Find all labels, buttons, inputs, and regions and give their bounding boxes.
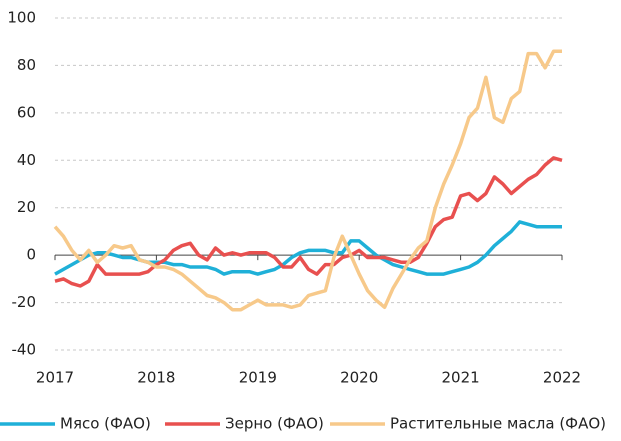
y-tick-label: 0 [26, 246, 36, 264]
y-tick-label: 100 [7, 9, 36, 27]
legend-label: Зерно (ФАО) [225, 415, 324, 433]
y-tick-label: -20 [12, 293, 37, 311]
series-line [54, 156, 563, 288]
x-tick-label: 2019 [239, 369, 277, 387]
legend-label: Растительные масла (ФАО) [390, 415, 606, 433]
y-tick-label: 60 [17, 103, 36, 121]
x-tick-label: 2022 [543, 369, 581, 387]
y-tick-label: -40 [12, 341, 37, 359]
x-tick-label: 2020 [340, 369, 378, 387]
x-tick-label: 2021 [442, 369, 480, 387]
y-tick-label: 20 [17, 198, 36, 216]
y-tick-label: 40 [17, 151, 36, 169]
legend-label: Мясо (ФАО) [60, 415, 151, 433]
x-tick-label: 2018 [137, 369, 175, 387]
series-line [53, 49, 562, 312]
x-tick-label: 2017 [36, 369, 74, 387]
y-tick-label: 80 [17, 56, 36, 74]
